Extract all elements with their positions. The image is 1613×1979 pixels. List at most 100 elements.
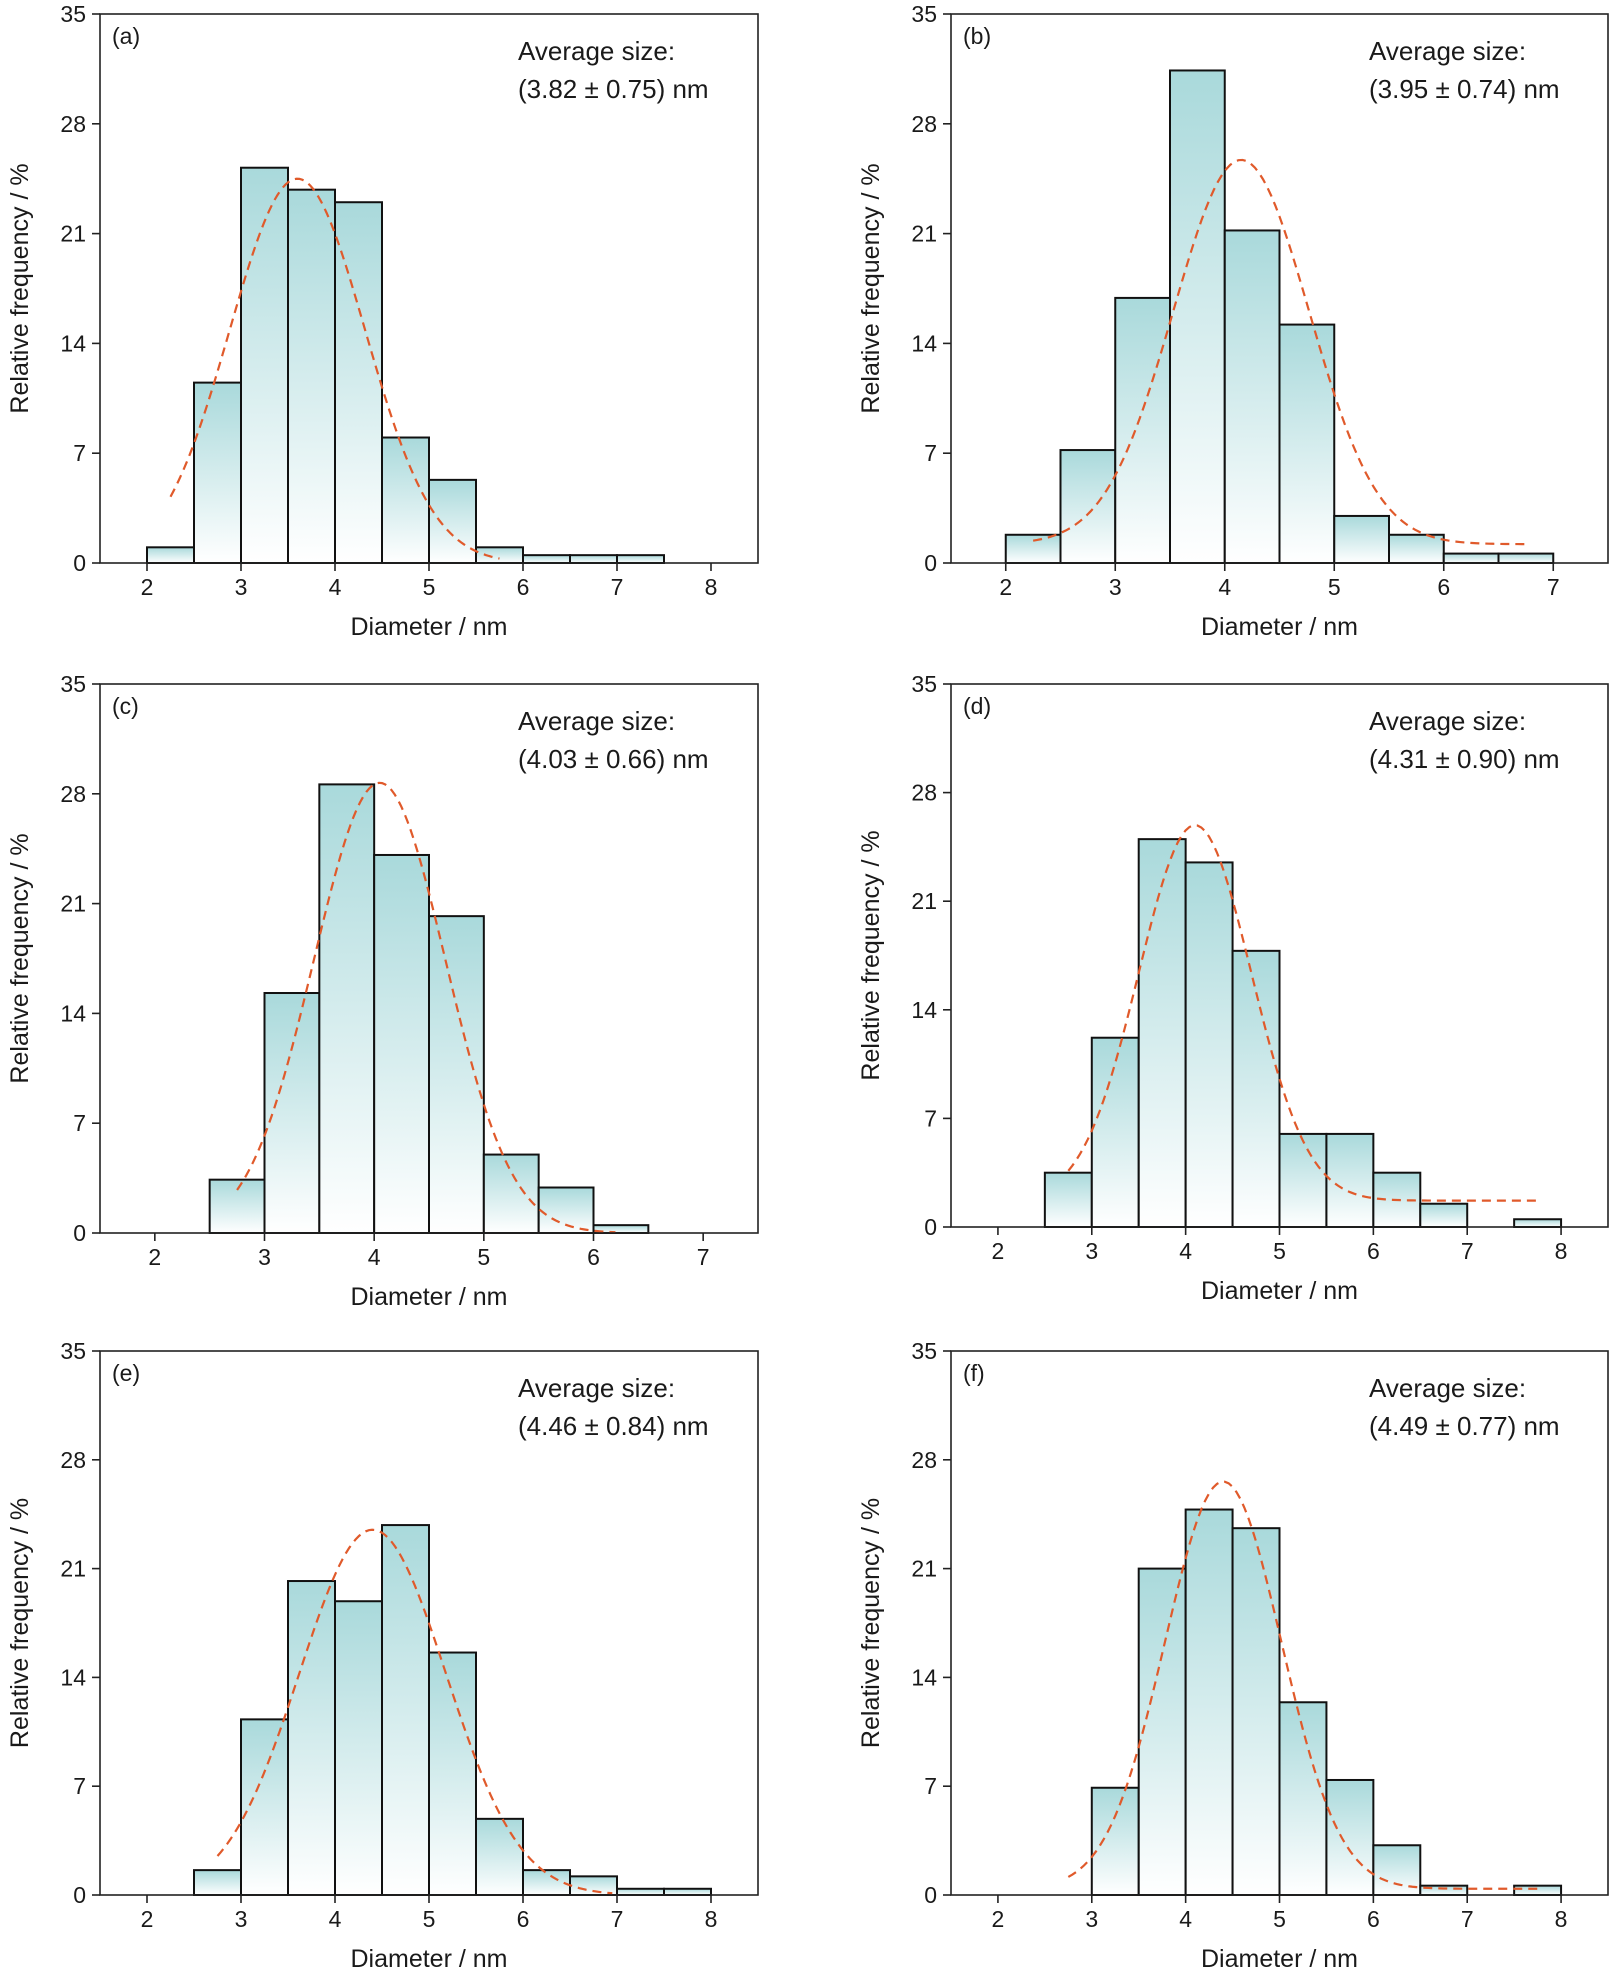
histogram-bar	[1137, 838, 1187, 1229]
y-tick-label: 21	[60, 221, 86, 247]
gaussian-fit-curve	[216, 1528, 613, 1895]
y-tick-label: 28	[60, 781, 86, 807]
x-tick-label: 5	[1273, 1906, 1286, 1932]
histogram-bar	[475, 546, 524, 564]
x-tick-label: 2	[992, 1238, 1005, 1264]
x-tick-label: 6	[517, 574, 530, 600]
x-tick-label: 7	[611, 574, 624, 600]
panel-label: (b)	[963, 23, 991, 49]
plot-frame	[950, 13, 1609, 564]
x-tick-label: 7	[1461, 1238, 1474, 1264]
panel-label: (f)	[963, 1360, 985, 1386]
histogram-bar	[428, 1651, 477, 1896]
y-tick-label: 14	[911, 330, 937, 356]
average-size-label: Average size:	[518, 1373, 675, 1403]
histogram-bar	[1278, 1132, 1328, 1229]
x-tick-label: 8	[705, 574, 718, 600]
average-size-value: (3.82 ± 0.75) nm	[518, 74, 709, 104]
histogram-bar	[1442, 552, 1500, 564]
x-tick-label: 5	[423, 1906, 436, 1932]
average-size-value: (3.95 ± 0.74) nm	[1369, 74, 1560, 104]
histogram-bar	[1278, 1701, 1328, 1896]
y-axis-title: Relative frequency / %	[6, 833, 34, 1083]
y-tick-label: 7	[73, 440, 86, 466]
histogram-bar	[1333, 514, 1390, 565]
histogram-bar	[1278, 323, 1336, 564]
x-tick-label: 5	[477, 1244, 490, 1270]
histogram-bar	[240, 1718, 289, 1897]
y-axis-title: Relative frequency / %	[6, 1498, 34, 1748]
x-tick-label: 2	[992, 1906, 1005, 1932]
x-axis-title: Diameter / nm	[1201, 1277, 1358, 1305]
x-tick-label: 6	[1367, 1906, 1380, 1932]
histogram-bar	[1513, 1884, 1563, 1897]
y-tick-label: 0	[924, 1214, 937, 1240]
x-axis-title: Diameter / nm	[351, 1283, 508, 1311]
gaussian-fit-curve	[1067, 824, 1538, 1202]
histogram-bar	[1169, 69, 1226, 565]
histogram-bar	[193, 1869, 242, 1897]
x-tick-label: 8	[705, 1906, 718, 1932]
y-tick-label: 0	[73, 550, 86, 576]
histogram-bar	[318, 783, 376, 1234]
histogram-bar	[1184, 861, 1234, 1229]
histogram-bar	[616, 554, 665, 565]
histogram-panel-d: 0 7 14 21 28 35 2 3 4 5 6 7 8 Diameter / nm Relative f…	[857, 671, 1609, 1305]
average-size-label: Average size:	[518, 36, 675, 66]
histogram-panel-c: 0 7 14 21 28 35 2 3 4 5 6 7 Diameter / nm Relative fr…	[6, 671, 759, 1311]
plot-frame	[99, 683, 759, 1234]
histogram-bar	[1137, 1567, 1187, 1896]
x-tick-label: 8	[1555, 1906, 1568, 1932]
panel-label: (e)	[112, 1360, 140, 1386]
x-tick-label: 8	[1555, 1238, 1568, 1264]
y-tick-label: 7	[73, 1110, 86, 1136]
histogram-bar	[1513, 1218, 1563, 1228]
histogram-bar	[287, 1580, 336, 1897]
x-tick-label: 7	[611, 1906, 624, 1932]
average-size-label: Average size:	[1369, 36, 1526, 66]
histogram-bar	[263, 992, 321, 1234]
histogram-bar	[208, 1178, 266, 1235]
histogram-bar	[569, 554, 618, 565]
histogram-bar	[287, 188, 336, 564]
x-tick-label: 6	[1367, 1238, 1380, 1264]
x-tick-label: 6	[517, 1906, 530, 1932]
histogram-bar	[1090, 1786, 1140, 1896]
histogram-bar	[522, 554, 571, 565]
average-size-label: Average size:	[518, 706, 675, 736]
average-size-value: (4.49 ± 0.77) nm	[1369, 1411, 1560, 1441]
histogram-bar	[334, 201, 383, 564]
histogram-bar	[428, 915, 485, 1234]
histogram-bar	[1419, 1202, 1469, 1228]
histogram-bar	[537, 1186, 595, 1235]
panel-label: (c)	[112, 693, 139, 719]
histogram-bar	[475, 1817, 524, 1896]
x-tick-label: 3	[1085, 1238, 1098, 1264]
x-tick-label: 3	[235, 1906, 248, 1932]
y-tick-label: 14	[60, 1000, 86, 1026]
histogram-bar	[1090, 1036, 1140, 1228]
y-tick-label: 35	[911, 1338, 937, 1364]
y-tick-label: 35	[60, 1, 86, 27]
x-tick-label: 6	[587, 1244, 600, 1270]
y-tick-label: 21	[60, 1556, 86, 1582]
gaussian-fit-curve	[236, 781, 616, 1234]
y-tick-label: 14	[911, 1664, 937, 1690]
average-size-label: Average size:	[1369, 706, 1526, 736]
histogram-bar	[1231, 949, 1281, 1228]
x-tick-label: 2	[141, 1906, 154, 1932]
histogram-bar	[1004, 533, 1062, 564]
y-axis-title: Relative frequency / %	[857, 830, 885, 1080]
histogram-panel-a: 0 7 14 21 28 35 2 3 4 5 6 7 8 Diameter / nm Relative f…	[6, 1, 759, 641]
y-axis-title: Relative frequency / %	[6, 163, 34, 413]
y-tick-label: 14	[60, 330, 86, 356]
histogram-bar	[616, 1887, 665, 1896]
histogram-bar	[482, 1153, 540, 1234]
average-size-value: (4.46 ± 0.84) nm	[518, 1411, 709, 1441]
y-tick-label: 28	[60, 111, 86, 137]
x-tick-label: 3	[1085, 1906, 1098, 1932]
y-tick-label: 28	[911, 111, 937, 137]
gaussian-fit-curve	[1067, 1480, 1538, 1890]
histogram-bar	[193, 381, 242, 564]
